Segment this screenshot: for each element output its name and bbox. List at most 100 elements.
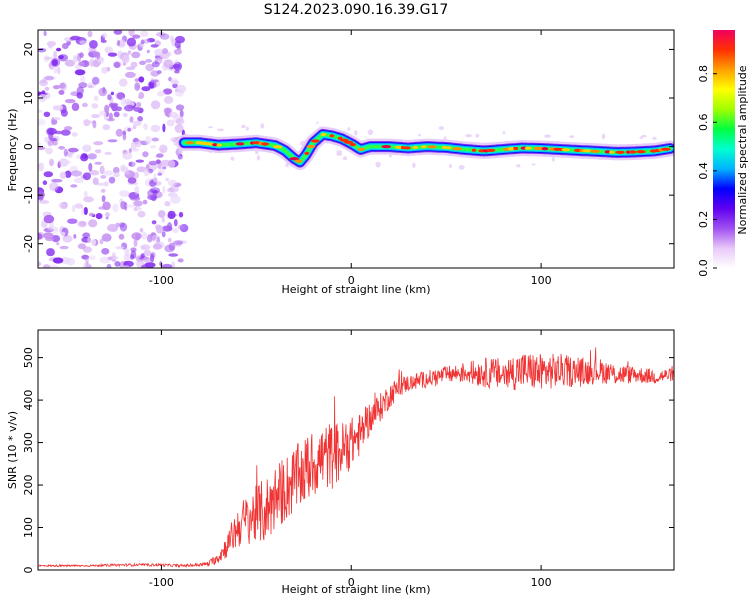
heatmap-noise-blob — [150, 124, 161, 133]
heatmap-noise-blob — [115, 92, 124, 100]
heatmap-noise-blob — [74, 69, 86, 76]
heatmap-noise-blob — [156, 153, 164, 158]
heatmap-noise-blob — [106, 117, 115, 122]
heatmap-noise-blob — [157, 210, 166, 218]
heatmap-noise-blob — [113, 172, 120, 178]
heatmap-noise-blob — [56, 47, 62, 52]
trace-peak — [661, 147, 671, 151]
heatmap-noise-blob — [60, 109, 68, 117]
heatmap-noise-blob — [89, 40, 98, 49]
heatmap-noise-blob — [99, 165, 105, 175]
heatmap-noise-blob — [88, 169, 100, 176]
trace-peak — [394, 145, 403, 149]
heatmap-noise-blob — [87, 153, 97, 160]
heatmap-noise-blob — [101, 66, 108, 74]
heatmap-noise-blob — [174, 124, 184, 133]
heatmap-noise-blob — [131, 232, 142, 240]
heatmap-faint-blob — [375, 161, 381, 168]
heatmap-noise-blob — [53, 106, 63, 111]
heatmap-noise-blob — [67, 218, 78, 224]
heatmap-noise-blob — [77, 220, 87, 228]
heatmap-noise-blob — [151, 137, 159, 142]
heatmap-faint-blob — [342, 156, 348, 160]
heatmap-faint-blob — [389, 154, 392, 158]
trace-peak — [310, 139, 320, 143]
heatmap-noise-blob — [47, 127, 57, 135]
heatmap-faint-blob — [256, 155, 261, 161]
heatmap-y-tick-label: 10 — [22, 91, 35, 105]
heatmap-noise-blob — [161, 231, 166, 238]
heatmap-faint-blob — [552, 157, 555, 162]
heatmap-noise-blob — [162, 48, 168, 54]
heatmap-noise-blob — [73, 234, 77, 239]
snr-panel: -100 0 100 0 100 200 300 400 500 Height of stra… — [6, 329, 675, 596]
trace-peak — [261, 142, 270, 146]
heatmap-noise-blob — [99, 110, 107, 116]
heatmap-noise-blob — [156, 225, 164, 234]
heatmap-noise-blob — [151, 234, 161, 243]
heatmap-noise-blob — [107, 223, 118, 232]
heatmap-faint-blob — [241, 124, 246, 129]
heatmap-noise-blob — [162, 123, 166, 133]
heatmap-noise-blob — [166, 119, 175, 127]
heatmap-noise-blob — [67, 147, 79, 153]
heatmap-noise-blob — [167, 187, 175, 193]
heatmap-x-tick-label: -100 — [149, 274, 174, 287]
heatmap-noise-blob — [38, 233, 43, 240]
heatmap-noise-blob — [175, 104, 185, 111]
heatmap-noise-blob — [57, 66, 61, 75]
trace-peak — [294, 159, 303, 163]
heatmap-noise-blob — [114, 261, 121, 267]
heatmap-noise-blob — [61, 231, 66, 237]
heatmap-noise-blob — [138, 76, 145, 83]
heatmap-noise-blob — [58, 146, 66, 150]
heatmap-noise-blob — [53, 50, 58, 60]
heatmap-noise-blob — [172, 227, 179, 234]
heatmap-noise-blob — [120, 201, 127, 210]
heatmap-noise-blob — [161, 263, 173, 268]
heatmap-noise-blob — [175, 84, 187, 93]
heatmap-noise-blob — [134, 141, 142, 148]
heatmap-noise-blob — [142, 199, 148, 205]
heatmap-x-tick-label: 0 — [348, 274, 355, 287]
heatmap-noise-blob — [88, 255, 96, 261]
heatmap-noise-blob — [124, 71, 136, 78]
heatmap-noise-blob — [107, 139, 118, 143]
heatmap-noise-blob — [156, 32, 166, 37]
heatmap-noise-blob — [80, 75, 86, 83]
heatmap-noise-blob — [139, 227, 144, 233]
heatmap-noise-blob — [150, 100, 161, 110]
heatmap-noise-blob — [102, 201, 111, 211]
heatmap-noise-blob — [124, 265, 130, 268]
heatmap-noise-blob — [139, 60, 146, 65]
heatmap-noise-blob — [113, 30, 123, 35]
heatmap-noise-blob — [173, 219, 178, 227]
snr-y-tick-label: 300 — [22, 432, 35, 453]
heatmap-noise-blob — [100, 175, 107, 179]
heatmap-noise-blob — [46, 248, 55, 257]
trace-peak — [604, 150, 611, 154]
trace-peak — [403, 146, 411, 150]
heatmap-faint-blob — [652, 136, 657, 140]
heatmap-noise-blob — [73, 177, 84, 184]
trace-peak — [452, 147, 462, 151]
heatmap-noise-blob — [65, 151, 75, 155]
snr-y-tick-label: 500 — [22, 347, 35, 368]
trace-peak — [329, 134, 335, 138]
colorbar-tick-label: 0.8 — [697, 65, 710, 83]
heatmap-noise-blob — [167, 192, 178, 198]
heatmap-noise-blob — [157, 90, 166, 97]
heatmap-noise-blob — [71, 132, 78, 137]
heatmap-faint-blob — [438, 126, 445, 130]
heatmap-noise-blob — [43, 214, 55, 224]
heatmap-noise-blob — [163, 107, 173, 114]
heatmap-noise-blob — [94, 161, 102, 165]
heatmap-noise-blob — [59, 82, 66, 89]
trace-peak — [553, 147, 562, 151]
heatmap-noise-blob — [104, 46, 114, 54]
heatmap-noise-blob — [62, 43, 69, 50]
trace-peak — [609, 150, 615, 154]
heatmap-faint-blob — [367, 129, 374, 136]
heatmap-noise-blob — [150, 44, 159, 48]
